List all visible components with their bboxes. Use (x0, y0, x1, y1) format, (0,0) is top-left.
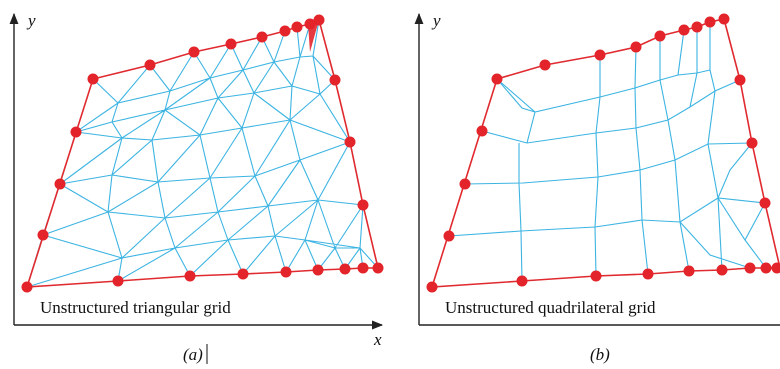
panel-b-boundary (432, 19, 780, 287)
panel-a-y-label: y (26, 11, 36, 30)
quadrilateral-mesh (449, 19, 766, 281)
panel-a-tag: (a) (183, 345, 203, 364)
panel-b-tag: (b) (590, 345, 610, 364)
panel-b-y-label: y (431, 11, 441, 30)
panel-a: y x (14, 11, 384, 364)
panel-b-caption: Unstructured quadrilateral grid (445, 298, 656, 317)
panel-a-boundary (27, 20, 378, 287)
triangular-mesh (27, 20, 378, 287)
panel-b-nodes (427, 14, 780, 293)
panel-b: y (419, 11, 780, 364)
panel-a-x-label: x (373, 330, 382, 349)
panel-a-caption: Unstructured triangular grid (40, 298, 231, 317)
